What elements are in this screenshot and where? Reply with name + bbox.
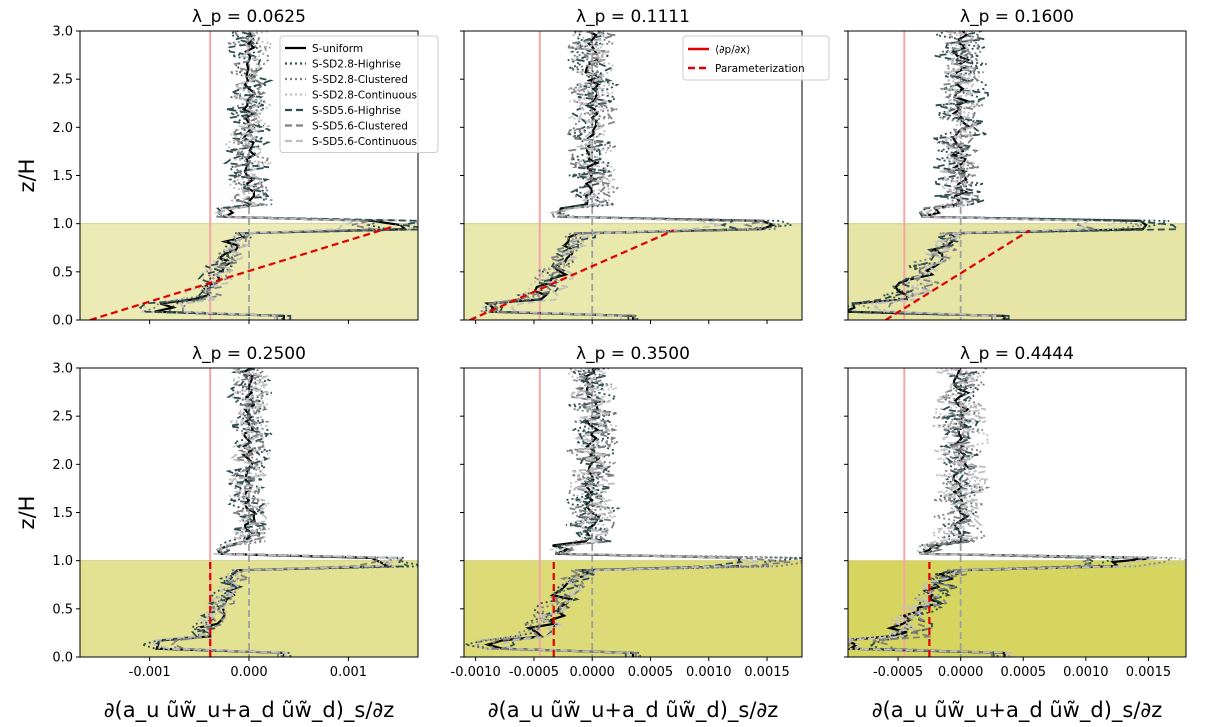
x-tick-label: 0.0010 — [686, 665, 732, 680]
x-tick-label: -0.001 — [129, 665, 171, 680]
y-tick-label: 0.5 — [52, 602, 73, 617]
profile-s-sd2.8-clustered — [143, 31, 418, 320]
legend-box — [279, 35, 439, 153]
y-tick-label: 1.0 — [52, 554, 73, 569]
panel-1: λ_p = 0.0625 0.0 0.5 1.0 1.5 2.0 2.5 3.0 — [52, 7, 419, 329]
y-tick-label: 1.0 — [52, 217, 73, 232]
profile-s-sd2.8-highrise — [483, 31, 792, 320]
profile-s-sd2.8-continuous — [141, 31, 418, 320]
profile-s-sd5.6-continuous — [510, 31, 721, 320]
profile-s-sd5.6-clustered — [487, 31, 764, 320]
canopy-region — [464, 560, 802, 657]
y-tick-label: 1.5 — [52, 169, 73, 184]
panel-title: λ_p = 0.4444 — [960, 344, 1074, 364]
y-tick-label: 3.0 — [52, 25, 73, 40]
x-tick-label: 0.000 — [230, 665, 267, 680]
plot-area — [848, 368, 1186, 657]
y-tick-label: 0.0 — [52, 314, 73, 329]
x-tick-label: 0.0015 — [744, 665, 790, 680]
profile-s-uniform — [154, 31, 408, 320]
plot-area — [80, 368, 418, 657]
y-tick-label: 2.0 — [52, 458, 73, 473]
panel-title: λ_p = 0.1111 — [576, 7, 690, 27]
profile-s-sd5.6-continuous — [178, 31, 360, 320]
profile-s-uniform — [484, 31, 776, 320]
parameterization-line — [89, 225, 394, 320]
canopy-region — [464, 223, 802, 320]
parameterization-line — [884, 229, 1031, 320]
legend-box — [682, 35, 830, 81]
legend-label: S-SD5.6-Highrise — [312, 105, 401, 117]
y-tick-label: 2.5 — [52, 410, 73, 425]
y-tick-label: 2.0 — [52, 121, 73, 136]
plot-area — [848, 31, 1186, 320]
legend-label: S-uniform — [312, 43, 363, 55]
panel-4: λ_p = 0.2500 0.0 0.5 1.0 1.5 2.0 2.5 3.0 -0.001 0… — [52, 344, 419, 680]
panel-2: λ_p = 0.1111 — [460, 7, 803, 324]
x-tick-label: -0.0005 — [509, 665, 559, 680]
profile-s-sd2.8-continuous — [475, 368, 773, 657]
legend-label: S-SD5.6-Continuous — [312, 136, 417, 148]
panel-title: λ_p = 0.3500 — [576, 344, 690, 364]
x-tick-label: 0.0000 — [569, 665, 615, 680]
legend-label: S-SD2.8-Highrise — [312, 59, 401, 71]
profile-s-sd5.6-continuous — [150, 368, 403, 657]
y-tick-label: 2.5 — [52, 73, 73, 88]
x-axis-label: ∂(a_u ũw̃_u+a_d ũw̃_d)_s/∂z — [872, 698, 1163, 723]
y-axis-label: z/H — [15, 159, 39, 193]
profile-s-sd5.6-highrise — [138, 31, 418, 320]
parameterization-line — [469, 229, 675, 320]
panel-6: λ_p = 0.4444 -0.0005 0.0000 0.0005 0.0010 0.0… — [844, 344, 1187, 680]
plot-area — [80, 31, 418, 320]
y-tick-label: 0.5 — [52, 265, 73, 280]
panel-title: λ_p = 0.2500 — [192, 344, 306, 364]
x-tick-label: -0.0010 — [451, 665, 501, 680]
y-tick-label: 1.5 — [52, 506, 73, 521]
x-axis-label: ∂(a_u ũw̃_u+a_d ũw̃_d)_s/∂z — [488, 698, 779, 723]
profile-s-sd5.6-highrise — [153, 368, 409, 657]
y-tick-label: 0.0 — [52, 651, 73, 666]
legend-label: S-SD2.8-Clustered — [312, 74, 408, 86]
x-tick-label: 0.001 — [330, 665, 367, 680]
y-tick-label: 3.0 — [52, 362, 73, 377]
profile-s-sd5.6-continuous — [500, 368, 759, 657]
profile-s-sd5.6-continuous — [848, 368, 1157, 657]
profile-s-sd5.6-clustered — [887, 31, 1097, 320]
panel-title: λ_p = 0.0625 — [192, 7, 306, 27]
legend-label: ⟨∂p/∂x⟩ — [715, 44, 750, 56]
legend-label: Parameterization — [715, 63, 805, 75]
panel-5: λ_p = 0.3500 -0.0010 -0.0005 0.0000 0.0005 0.… — [451, 344, 803, 680]
profile-s-sd5.6-highrise — [489, 31, 740, 320]
x-tick-label: -0.0005 — [873, 665, 923, 680]
legend-profiles: S-uniform S-SD2.8-Highrise S-SD2.8-Cluster… — [279, 35, 439, 153]
canopy-region — [848, 560, 1186, 657]
plot-area — [464, 368, 802, 657]
x-tick-label: 0.0015 — [1126, 665, 1172, 680]
profile-s-sd5.6-clustered — [872, 368, 1096, 657]
canopy-region — [80, 560, 418, 657]
profile-s-sd5.6-continuous — [873, 31, 1090, 320]
panel-3: λ_p = 0.1600 — [844, 7, 1187, 321]
x-tick-label: 0.0005 — [1001, 665, 1047, 680]
legend-label: S-SD2.8-Continuous — [312, 90, 417, 102]
panel-title: λ_p = 0.1600 — [960, 7, 1074, 27]
x-axis-label: ∂(a_u ũw̃_u+a_d ũw̃_d)_s/∂z — [104, 698, 395, 723]
profile-s-sd2.8-continuous — [848, 368, 1186, 657]
profile-s-sd2.8-highrise — [464, 368, 802, 657]
legend-reference: ⟨∂p/∂x⟩ Parameterization — [682, 35, 830, 81]
x-tick-label: 0.0005 — [628, 665, 674, 680]
x-tick-label: 0.0000 — [938, 665, 984, 680]
plot-area — [464, 31, 802, 320]
x-tick-label: 0.0010 — [1063, 665, 1109, 680]
legend-label: S-SD5.6-Clustered — [312, 121, 408, 133]
y-axis-label: z/H — [15, 496, 39, 530]
